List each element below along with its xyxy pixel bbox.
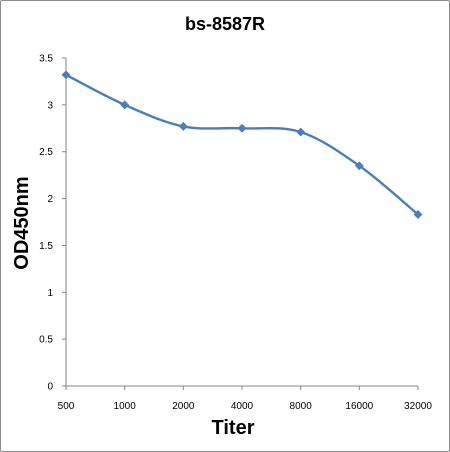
- y-tick-label: 2.5: [39, 147, 53, 158]
- series-line: [64, 73, 420, 216]
- x-tick-label: 16000: [345, 401, 373, 412]
- series-layer: [61, 70, 423, 220]
- y-axis-ticks: 0 0.5 1 1.5 2 2.5 3 3.5: [39, 54, 66, 393]
- data-point-marker: [61, 70, 71, 80]
- x-tick-label: 1000: [114, 401, 137, 412]
- x-tick-label: 8000: [290, 401, 313, 412]
- chart-title: bs-8587R: [185, 14, 265, 34]
- data-point-marker: [120, 100, 130, 110]
- y-tick-label: 1: [47, 288, 53, 299]
- data-point-marker: [413, 209, 423, 220]
- data-point-marker: [237, 123, 247, 133]
- y-tick-label: 3.5: [39, 54, 53, 65]
- data-point-marker: [178, 121, 188, 131]
- x-axis-title: Titer: [212, 417, 255, 439]
- y-tick-label: 1.5: [39, 241, 53, 252]
- y-tick-label: 0: [47, 382, 53, 393]
- y-tick-label: 2: [47, 194, 53, 205]
- x-axis-ticks: 500 1000 2000 4000 8000 16000 32000: [58, 386, 432, 412]
- x-tick-label: 500: [58, 401, 75, 412]
- x-tick-label: 2000: [172, 401, 195, 412]
- data-point-marker: [296, 127, 306, 137]
- data-point-marker: [354, 161, 364, 171]
- y-tick-label: 0.5: [39, 335, 53, 346]
- y-axis-title: OD450nm: [11, 176, 33, 269]
- x-tick-label: 32000: [404, 401, 432, 412]
- x-tick-label: 4000: [231, 401, 254, 412]
- y-tick-label: 3: [47, 100, 53, 111]
